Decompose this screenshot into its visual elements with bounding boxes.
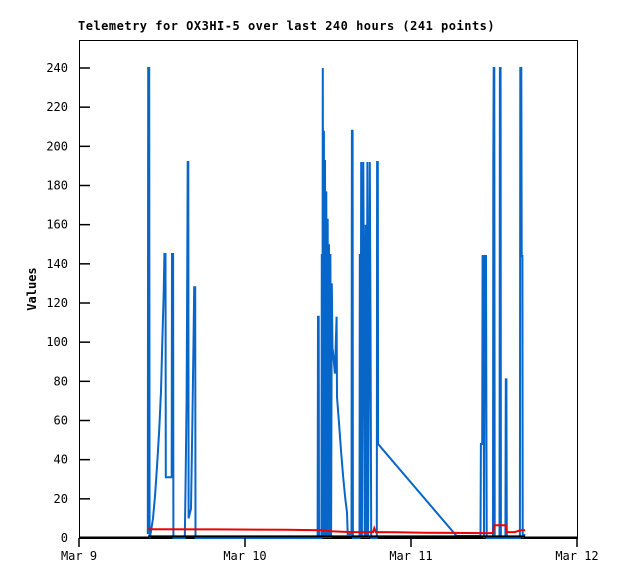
series-channel-3-red — [148, 524, 526, 535]
y-axis-label: Values — [25, 267, 39, 310]
x-tick-label: Mar 9 — [61, 549, 97, 563]
y-tick-label: 240 — [46, 61, 68, 75]
y-tick-label: 100 — [46, 335, 68, 349]
y-tick-label: 60 — [54, 414, 68, 428]
y-tick-label: 40 — [54, 453, 68, 467]
y-tick-label: 220 — [46, 100, 68, 114]
axis-ticks: 0 20 40 60 80 100 120 140 160 180 200 220 240 Mar 9 Ma… — [46, 61, 598, 563]
x-tick-label: Mar 11 — [389, 549, 432, 563]
y-tick-label: 0 — [61, 531, 68, 545]
y-tick-label: 80 — [54, 374, 68, 388]
series-channel-1-blue — [146, 67, 526, 539]
y-tick-label: 180 — [46, 179, 68, 193]
series-lines — [146, 67, 526, 539]
x-tick-label: Mar 10 — [223, 549, 266, 563]
y-tick-label: 120 — [46, 296, 68, 310]
y-tick-label: 200 — [46, 139, 68, 153]
y-tick-label: 160 — [46, 218, 68, 232]
y-tick-label: 140 — [46, 257, 68, 271]
x-tick-label: Mar 12 — [555, 549, 598, 563]
y-tick-label: 20 — [54, 492, 68, 506]
chart-title: Telemetry for OX3HI-5 over last 240 hour… — [78, 19, 496, 33]
